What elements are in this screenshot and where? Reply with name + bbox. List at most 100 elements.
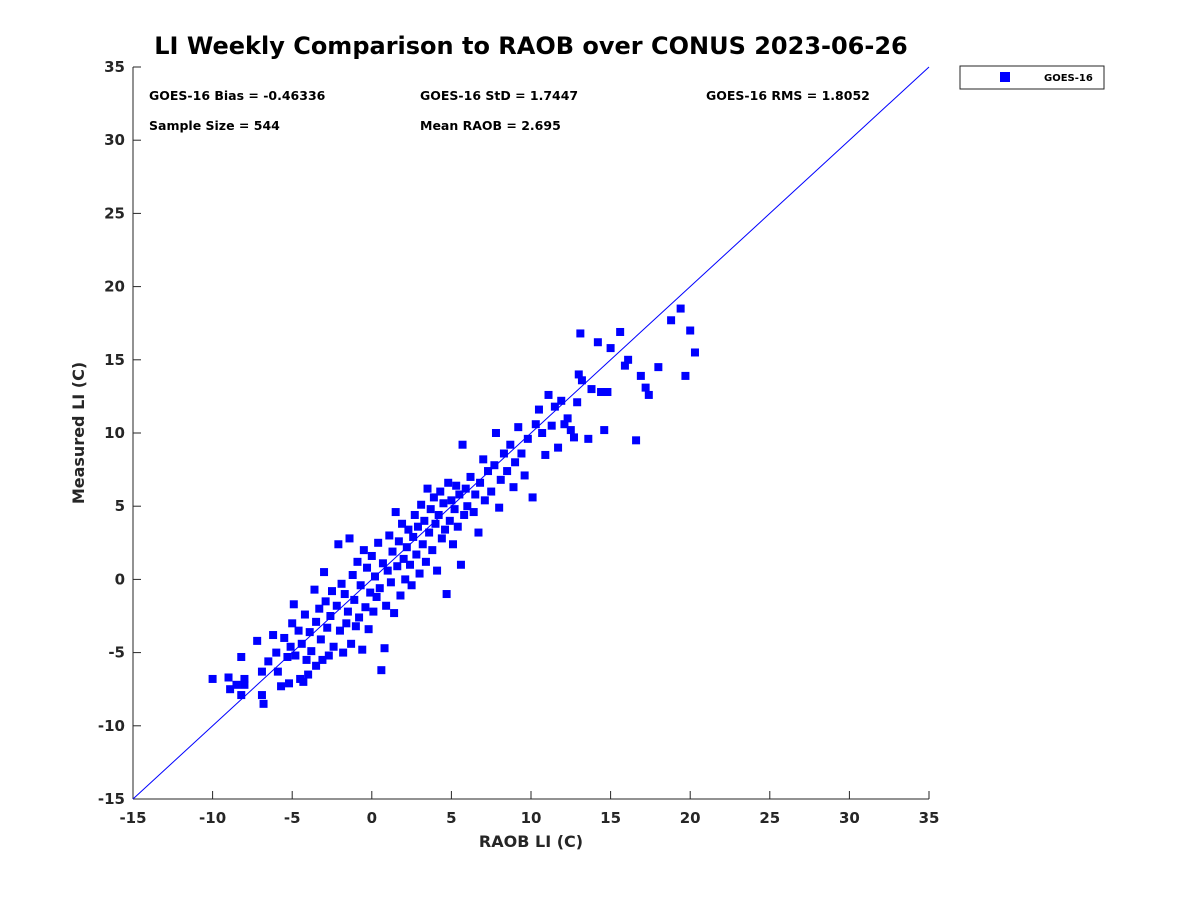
data-point [520,471,529,480]
data-point [318,655,327,664]
data-point [273,667,282,676]
y-axis-label: Measured LI (C) [69,362,88,504]
data-point [541,450,550,459]
data-point [431,519,440,528]
data-point [421,557,430,566]
x-tick-label: 5 [446,809,456,827]
data-point [624,355,633,364]
data-point [425,528,434,537]
data-point [450,505,459,514]
sample-size-annotation: Sample Size = 544 [149,118,280,133]
data-point [600,426,609,435]
data-point [363,563,372,572]
data-point [686,326,695,335]
data-point [259,699,268,708]
data-point [453,522,462,531]
data-point [340,590,349,599]
data-point [355,613,364,622]
data-point [286,642,295,651]
data-point [226,685,235,694]
data-point [534,405,543,414]
data-point [509,483,518,492]
data-point [380,644,389,653]
data-point [342,619,351,628]
data-point [410,510,419,519]
data-point [393,562,402,571]
legend-marker-goes16 [1000,72,1010,82]
x-axis-label: RAOB LI (C) [479,832,583,851]
y-tick-label: 25 [104,204,125,222]
data-point [335,626,344,635]
data-point [632,436,641,445]
data-point [495,503,504,512]
data-point [390,609,399,618]
data-point [326,612,335,620]
data-point [426,505,435,514]
data-point [323,623,332,632]
y-tick-label: 20 [104,278,125,296]
data-point [514,423,523,432]
data-point [469,508,478,517]
data-point [312,617,321,626]
data-point [479,455,488,464]
data-point [413,522,422,531]
data-point [641,383,650,392]
data-point [329,642,338,651]
data-point [299,677,308,686]
data-point [429,493,438,502]
data-point [452,481,461,490]
data-point [347,639,356,648]
data-point [399,554,408,563]
data-point [491,429,500,437]
legend-entry-goes16: GOES-16 [1044,73,1093,84]
data-point [272,648,281,657]
data-point [294,626,303,635]
data-point [584,434,593,443]
data-point [418,540,427,549]
data-point [523,434,532,443]
data-point [328,587,336,596]
data-point [593,338,602,347]
data-point [240,674,249,683]
data-point [277,682,286,691]
data-point [499,449,508,458]
data-point [269,631,278,640]
data-point [566,426,575,435]
y-tick-label: 15 [104,351,125,369]
data-point [386,578,395,587]
y-tick-label: -10 [98,717,125,735]
x-tick-label: -15 [119,809,146,827]
data-point [401,575,410,584]
data-point [404,525,413,534]
data-point [372,592,381,601]
data-point [232,680,241,689]
data-point [433,566,442,575]
data-point [385,531,394,540]
data-point [283,652,292,661]
data-point [348,571,357,580]
data-point [388,547,397,556]
data-point [369,607,378,616]
data-point [597,388,606,397]
data-point [441,525,450,534]
data-point [312,661,321,670]
chart-title: LI Weekly Comparison to RAOB over CONUS … [154,32,907,60]
data-point [291,651,300,660]
data-point [676,304,685,313]
data-point [353,557,362,566]
data-point [620,361,629,370]
data-point [285,679,294,688]
x-tick-label: 15 [600,809,621,827]
data-point [253,636,262,645]
x-tick-label: 20 [680,809,701,827]
data-point [350,595,359,604]
data-point [377,666,386,675]
data-point [257,691,266,700]
data-point [448,540,457,549]
x-tick-label: -10 [199,809,226,827]
data-point [587,385,596,394]
data-point [305,628,314,637]
data-point [398,519,407,528]
data-point [237,691,246,700]
data-points-goes16 [208,304,699,708]
